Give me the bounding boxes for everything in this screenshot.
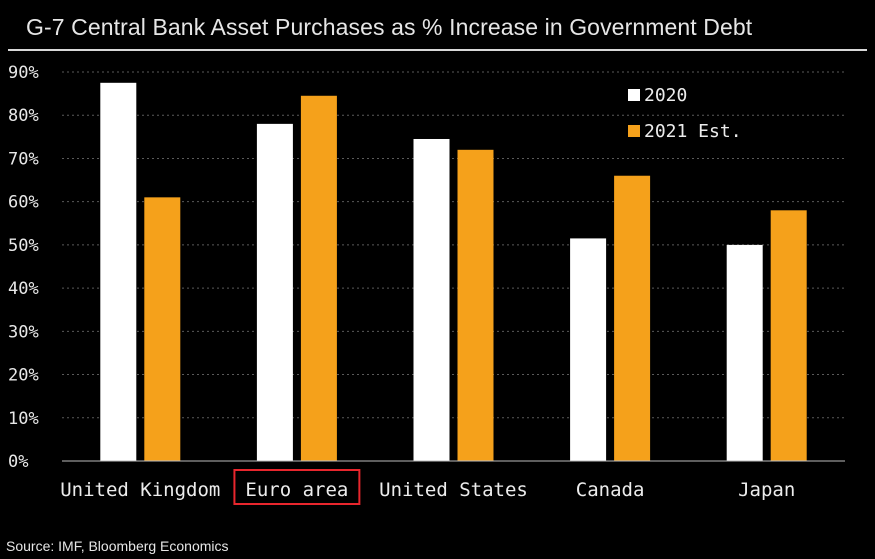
y-tick-label: 70% <box>8 149 39 169</box>
bar-2021-united-states <box>457 149 494 462</box>
bar-2020-canada <box>570 238 607 461</box>
y-tick-label: 40% <box>8 279 39 299</box>
bar-2021-united-kingdom <box>144 197 181 461</box>
bar-2020-united-states <box>413 138 450 461</box>
y-tick-label: 60% <box>8 193 39 213</box>
y-axis-ticks: 0% 10% 20% 30% 40% 50% 60% 70% 80% 90% <box>8 63 39 472</box>
x-category-label: United Kingdom <box>60 479 220 501</box>
bar-2021-japan <box>770 210 807 461</box>
y-tick-label: 10% <box>8 409 39 429</box>
x-category-label: Japan <box>738 479 795 501</box>
legend-label: 2021 Est. <box>644 121 742 142</box>
source-note: Source: IMF, Bloomberg Economics <box>6 538 229 554</box>
x-category-label: United States <box>379 479 528 501</box>
bar-2020-united-kingdom <box>100 82 137 462</box>
legend: 2020 2021 Est. <box>628 85 742 142</box>
bar-2020-euro-area <box>256 123 293 461</box>
x-axis-categories: United Kingdom Euro area United States Cana… <box>60 469 795 505</box>
bars <box>100 82 807 462</box>
highlight-box <box>233 469 361 505</box>
y-tick-label: 0% <box>8 452 28 472</box>
legend-swatch <box>628 89 640 101</box>
y-tick-label: 30% <box>8 322 39 342</box>
legend-label: 2020 <box>644 85 687 106</box>
title-divider <box>8 49 867 51</box>
y-tick-label: 50% <box>8 236 39 256</box>
x-category-label: Canada <box>576 479 645 501</box>
gridlines <box>62 71 845 419</box>
y-tick-label: 20% <box>8 366 39 386</box>
bar-2021-canada <box>614 175 651 461</box>
bar-2021-euro-area <box>300 95 337 462</box>
legend-swatch <box>628 125 640 137</box>
x-category-label: Euro area <box>245 479 348 501</box>
y-tick-label: 80% <box>8 106 39 126</box>
chart-title: G-7 Central Bank Asset Purchases as % In… <box>26 14 753 40</box>
y-tick-label: 90% <box>8 63 39 83</box>
bar-2020-japan <box>726 244 763 461</box>
